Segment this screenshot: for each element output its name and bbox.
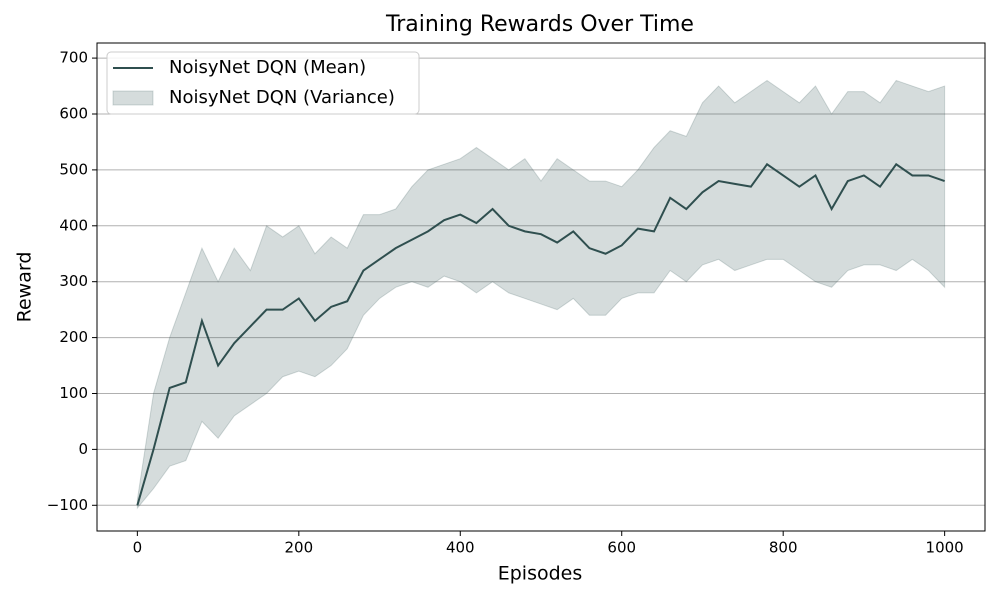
legend-box	[106, 51, 420, 115]
y-tick-label: 400	[59, 216, 88, 234]
y-tick-label: −100	[47, 496, 88, 514]
y-tick-label: 300	[59, 272, 88, 290]
x-tick-label: 1000	[926, 539, 964, 557]
chart-title: Training Rewards Over Time	[385, 12, 694, 37]
x-tick-label: 800	[769, 539, 798, 557]
x-tick-label: 0	[133, 539, 143, 557]
plot-frame	[96, 42, 986, 532]
y-tick-label: 500	[59, 160, 88, 178]
x-tick-label: 400	[446, 539, 475, 557]
legend-swatch	[112, 90, 154, 106]
mean-line	[136, 162, 945, 506]
variance-band	[136, 79, 946, 510]
x-tick-label: 200	[284, 539, 313, 557]
legend-label: NoisyNet DQN (Mean)	[169, 57, 366, 78]
x-axis-label: Episodes	[498, 563, 583, 585]
x-tick-label: 600	[607, 539, 636, 557]
y-tick-label: 700	[59, 49, 88, 67]
y-tick-label: 0	[78, 440, 88, 458]
legend: NoisyNet DQN (Mean) NoisyNet DQN (Varianc…	[106, 51, 420, 115]
legend-label: NoisyNet DQN (Variance)	[169, 87, 395, 108]
y-tick-label: 200	[59, 328, 88, 346]
y-tick-label: 600	[59, 104, 88, 122]
y-axis-label: Reward	[14, 252, 36, 323]
y-tick-label: 100	[59, 384, 88, 402]
